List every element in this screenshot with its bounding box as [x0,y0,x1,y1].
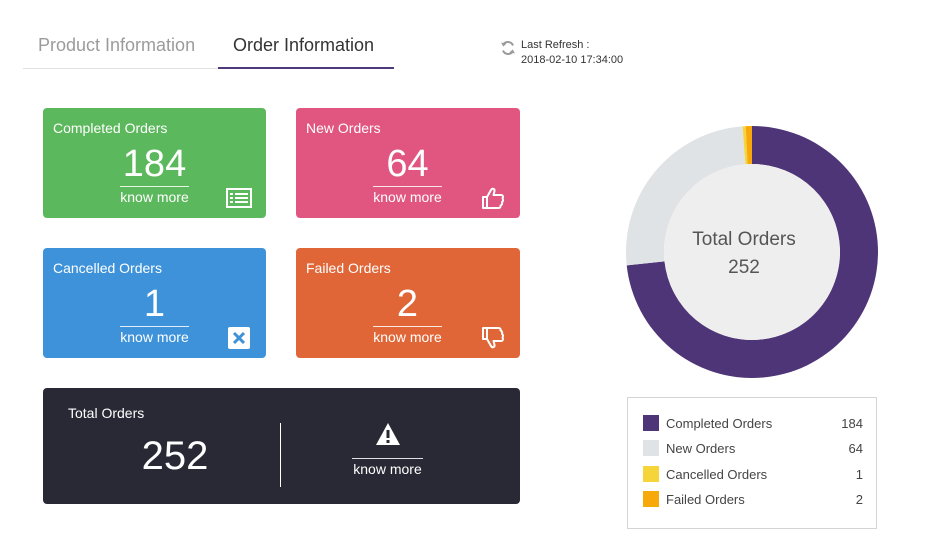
donut-slice-completed[interactable] [626,126,878,378]
cancelled-orders-card: Cancelled Orders 1 know more [43,248,266,358]
donut-center-title: Total Orders [692,229,796,250]
legend-swatch [643,491,659,507]
legend-count: 184 [841,416,863,431]
new-orders-know-more[interactable]: know more [373,186,442,205]
failed-orders-value: 2 [396,283,419,325]
total-orders-know-more[interactable]: know more [352,458,423,477]
failed-orders-know-more[interactable]: know more [373,326,442,345]
legend-item: Cancelled Orders 1 [643,465,863,483]
failed-orders-card: Failed Orders 2 know more [296,248,520,358]
legend-swatch [643,415,659,431]
list-icon [226,188,252,208]
tab-bar: Product Information Order Information [23,28,394,69]
cancelled-orders-value: 1 [143,283,166,325]
donut-center-value: 252 [728,257,760,278]
total-orders-value: 252 [141,434,209,478]
legend-swatch [643,440,659,456]
legend-item: Completed Orders 184 [643,414,863,432]
donut-hole [664,164,840,340]
total-orders-title: Total Orders [68,405,145,421]
legend-count: 2 [855,492,863,507]
thumbs-up-icon [482,187,505,209]
cancelled-orders-title: Cancelled Orders [53,260,162,276]
new-orders-card: New Orders 64 know more [296,108,520,218]
last-refresh-value: 2018-02-10 17:34:00 [521,54,624,66]
tab-order-information[interactable]: Order Information [218,28,394,69]
legend-swatch [643,466,659,482]
thumbs-down-icon [482,327,505,349]
last-refresh-label: Last Refresh : [521,39,590,51]
card-divider [280,423,281,487]
total-orders-card: Total Orders 252 know more [43,388,520,504]
completed-orders-title: Completed Orders [53,120,168,136]
completed-orders-value: 184 [122,143,187,185]
new-orders-value: 64 [386,143,429,185]
failed-orders-title: Failed Orders [306,260,391,276]
orders-donut-chart [626,126,878,378]
donut-slice-failed[interactable] [745,126,752,165]
legend-label: Completed Orders [666,416,773,431]
donut-slice-new[interactable] [626,126,746,266]
legend-item: Failed Orders 2 [643,490,863,508]
donut-center-label: Total Orders 252 [626,226,862,282]
completed-orders-card: Completed Orders 184 know more [43,108,266,218]
cancelled-orders-know-more[interactable]: know more [120,326,189,345]
refresh-icon[interactable] [500,40,516,56]
warning-icon [376,423,400,445]
legend-count: 64 [848,441,863,456]
legend-item: New Orders 64 [643,439,863,457]
completed-orders-know-more[interactable]: know more [120,186,189,205]
legend-count: 1 [855,467,863,482]
tab-product-information[interactable]: Product Information [38,35,196,55]
legend-label: New Orders [666,441,736,456]
new-orders-title: New Orders [306,120,381,136]
chart-legend: Completed Orders 184 New Orders 64 Cance… [627,397,877,529]
legend-label: Failed Orders [666,492,745,507]
close-box-icon [228,327,250,349]
legend-label: Cancelled Orders [666,467,768,482]
donut-slice-cancelled[interactable] [742,126,748,165]
